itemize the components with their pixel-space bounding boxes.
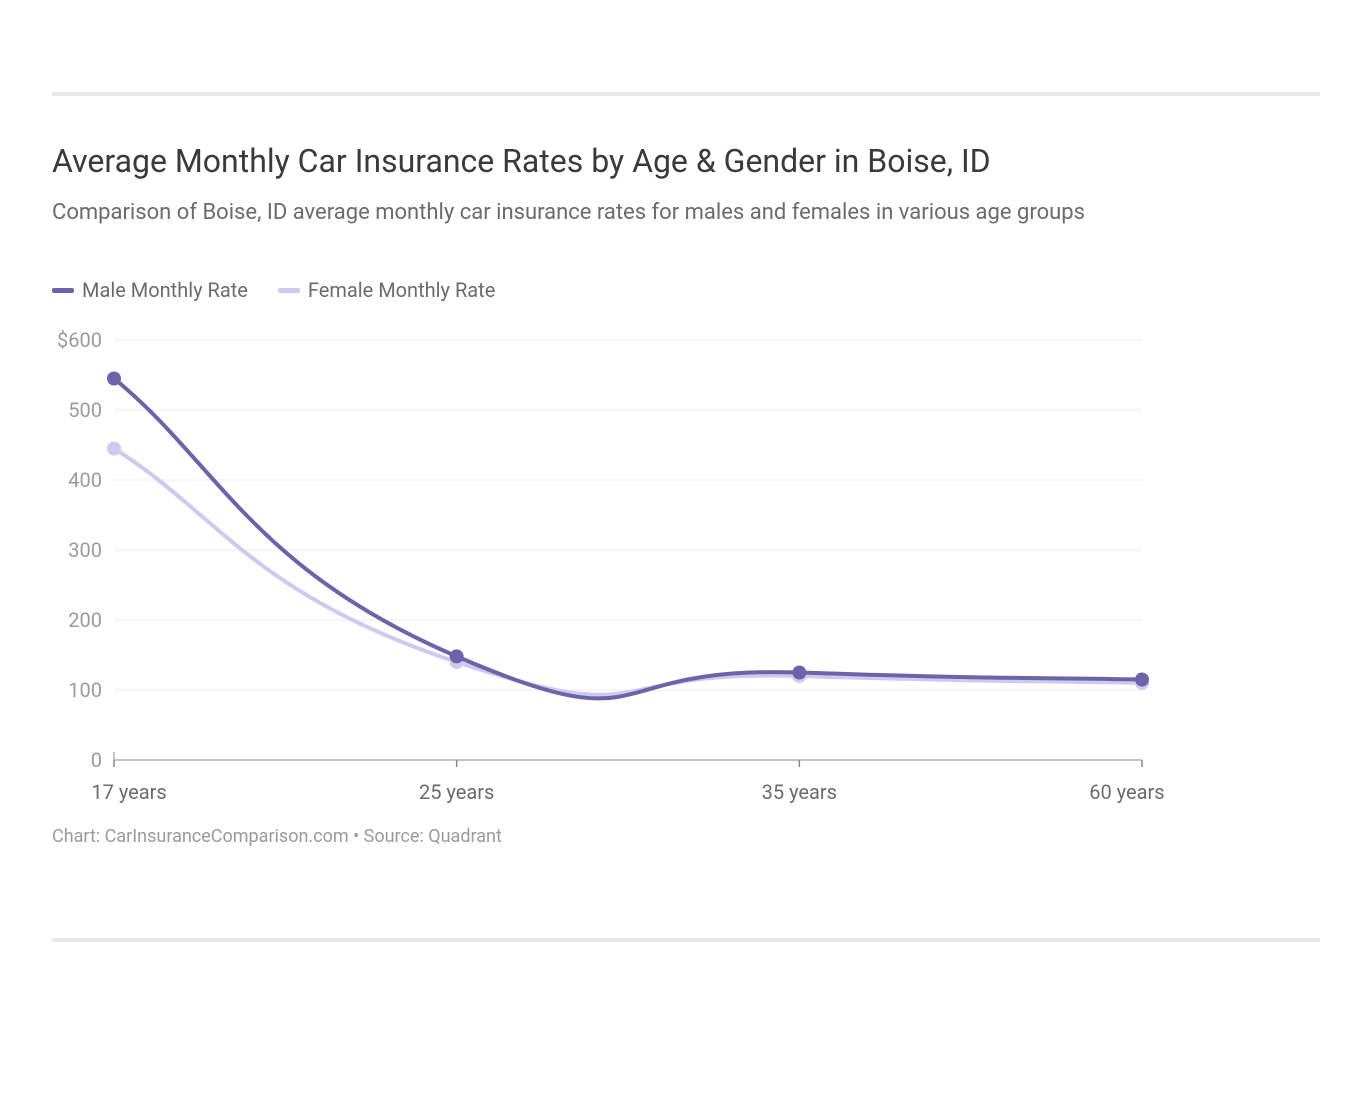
y-axis-label: 300 <box>22 538 102 562</box>
chart-container: Average Monthly Car Insurance Rates by A… <box>0 0 1372 1104</box>
y-axis-label: 400 <box>22 468 102 492</box>
y-axis-label: 200 <box>22 608 102 632</box>
x-axis-label: 35 years <box>762 780 837 804</box>
chart-subtitle: Comparison of Boise, ID average monthly … <box>52 200 1085 225</box>
chart-source: Chart: CarInsuranceComparison.com • Sour… <box>52 826 502 847</box>
divider-top <box>52 92 1320 96</box>
x-axis-label: 25 years <box>419 780 494 804</box>
y-axis-label: 500 <box>22 398 102 422</box>
x-axis-label: 60 years <box>1089 780 1164 804</box>
legend: Male Monthly Rate Female Monthly Rate <box>52 278 495 302</box>
chart-svg <box>52 320 1152 800</box>
chart-title: Average Monthly Car Insurance Rates by A… <box>52 142 991 180</box>
legend-item-male: Male Monthly Rate <box>52 278 248 302</box>
legend-label-female: Female Monthly Rate <box>308 278 495 302</box>
y-axis-label: 100 <box>22 678 102 702</box>
divider-bottom <box>52 938 1320 942</box>
legend-swatch-male <box>52 288 74 293</box>
x-axis-label: 17 years <box>91 780 166 804</box>
y-axis-label: 0 <box>22 748 102 772</box>
legend-swatch-female <box>278 288 300 293</box>
chart-plot: 0100200300400500$600 17 years25 years35 … <box>52 320 1152 800</box>
legend-label-male: Male Monthly Rate <box>82 278 248 302</box>
legend-item-female: Female Monthly Rate <box>278 278 495 302</box>
y-axis-label: $600 <box>22 328 102 352</box>
